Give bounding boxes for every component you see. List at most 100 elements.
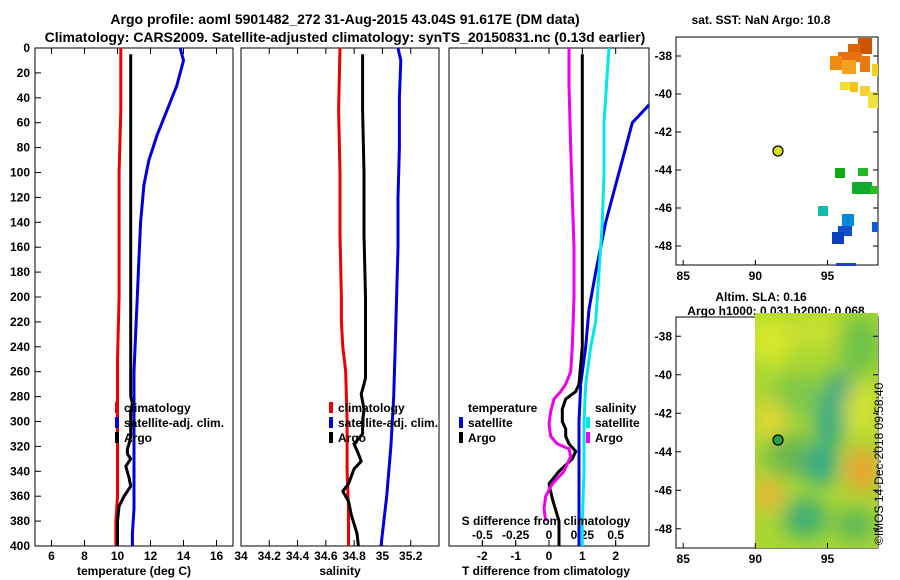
map-y-tick-label: -44 [655,163,673,177]
x-tick-label: 10 [111,549,125,563]
map-y-tick-label: -42 [655,125,673,139]
salinity-series [337,48,403,546]
temperature-series [114,48,185,546]
series-temperature-satellite [577,102,649,546]
sst-cell [832,232,844,244]
x-tick-label: 0 [546,549,553,563]
y-tick-label: 340 [10,464,30,478]
sst-cell [818,206,828,216]
map-y-tick-label: -44 [655,445,673,459]
sst-cell [838,52,862,62]
x-tick-label: 1 [579,549,586,563]
t-difference-xlabel: T difference from climatology [462,564,630,578]
difference-legend: temperature satellite Argo salinity sate… [459,401,640,445]
x-tick-label: 2 [612,549,619,563]
legend-title-temperature: temperature [468,401,538,415]
sst-cell [858,168,868,176]
imos-credit: ©IMOS 14-Dec-2018 09:58:40 [872,382,886,545]
s-tick-label: 0.5 [607,528,624,542]
salinity-x-axis: 34 34.2 34.4 34.6 34.8 35 35.2 [234,48,423,563]
legend-label-s-satellite: satellite [595,416,640,430]
series-argo [341,54,367,546]
difference-series [542,48,649,546]
series-temperature-argo [547,54,584,546]
sla-field [755,313,878,548]
x-tick-label: -1 [510,549,521,563]
map-y-tick-label: -42 [655,406,673,420]
y-tick-label: 320 [10,439,30,453]
map-x-tick-label: 90 [749,552,763,566]
legend-swatch-argo [115,432,119,443]
map-y-tick-label: -38 [655,49,673,63]
sst-cell [858,38,872,54]
y-tick-label: 100 [10,166,30,180]
legend-label-argo: Argo [338,431,366,445]
temperature-x-axis: 6 8 10 12 14 16 [48,48,223,563]
series-climatology [114,48,123,546]
x-tick-label: 34.6 [314,549,338,563]
x-tick-label: 35.2 [399,549,423,563]
difference-panel: -2 -1 0 1 2 -0.5 -0.25 0 0.25 0.5 S difference f… [448,47,650,578]
y-tick-label: 300 [10,415,30,429]
y-tick-label: 360 [10,489,30,503]
x-tick-label: 34.4 [286,549,310,563]
y-tick-label: 40 [17,91,31,105]
s-tick-label: -0.5 [472,528,493,542]
sst-map-panel: sat. SST: NaN Argo: 10.8 85 90 95 -38 [655,13,879,283]
legend-swatch-t-satellite [459,417,463,428]
map-y-tick-label: -40 [655,87,673,101]
series-climatology [337,48,350,546]
y-tick-label: 220 [10,315,30,329]
x-tick-label: 6 [48,549,55,563]
sst-cell [870,186,878,194]
temperature-xlabel: temperature (deg C) [77,564,191,578]
x-tick-label: 14 [177,549,191,563]
series-salinity-satellite [580,48,611,546]
legend-swatch-climatology [115,402,119,413]
salinity-xlabel: salinity [319,564,361,578]
legend-swatch-t-argo [459,432,463,443]
climatology-title: Climatology: CARS2009. Satellite-adjuste… [45,29,646,45]
legend-label-s-argo: Argo [595,431,623,445]
y-tick-label: 120 [10,190,30,204]
sla-map-title: Altim. SLA: 0.16 [715,290,807,304]
y-tick-label: 80 [17,141,31,155]
series-salinity-argo [542,48,576,522]
sst-cell [868,92,878,108]
x-tick-label: 12 [144,549,158,563]
argo-position-marker [772,434,784,446]
legend-label-climatology: climatology [124,401,191,415]
map-x-tick-label: 90 [749,269,763,283]
y-tick-label: 180 [10,265,30,279]
temperature-legend: climatology satellite-adj. clim. Argo [115,401,224,445]
salinity-panel: 34 34.2 34.4 34.6 34.8 35 35.2 salinity climat… [234,47,440,578]
series-satellite-adj-clim [379,48,403,546]
legend-label-satellite: satellite-adj. clim. [338,416,438,430]
x-tick-label: 34.8 [342,549,366,563]
map-y-tick-label: -48 [655,522,673,536]
argo-position-marker [772,145,784,157]
map-y-tick-label: -46 [655,201,673,215]
legend-label-t-argo: Argo [468,431,496,445]
sst-cell [835,168,845,178]
sst-cell [852,182,872,194]
map-x-tick-label: 95 [821,269,835,283]
sst-cell [836,263,856,266]
sst-cells [818,38,878,266]
legend-swatch-climatology [329,402,333,413]
x-tick-label: 35 [376,549,390,563]
s-difference-axis: -0.5 -0.25 0 0.25 0.5 [472,528,624,546]
y-tick-label: 200 [10,290,30,304]
map-x-tick-label: 95 [821,552,835,566]
x-tick-label: 16 [210,549,224,563]
y-tick-label: 20 [17,66,31,80]
profile-title: Argo profile: aoml 5901482_272 31-Aug-20… [110,11,579,27]
series-argo [116,54,134,546]
legend-label-climatology: climatology [338,401,405,415]
sst-cell [838,226,852,236]
map-y-tick-label: -40 [655,368,673,382]
sst-map-title: sat. SST: NaN Argo: 10.8 [692,13,831,27]
y-tick-label: 140 [10,215,30,229]
temperature-panel: 0 20 40 60 80 100 120 140 160 180 200 220 240 260 280 3… [10,41,234,578]
y-tick-label: 160 [10,240,30,254]
